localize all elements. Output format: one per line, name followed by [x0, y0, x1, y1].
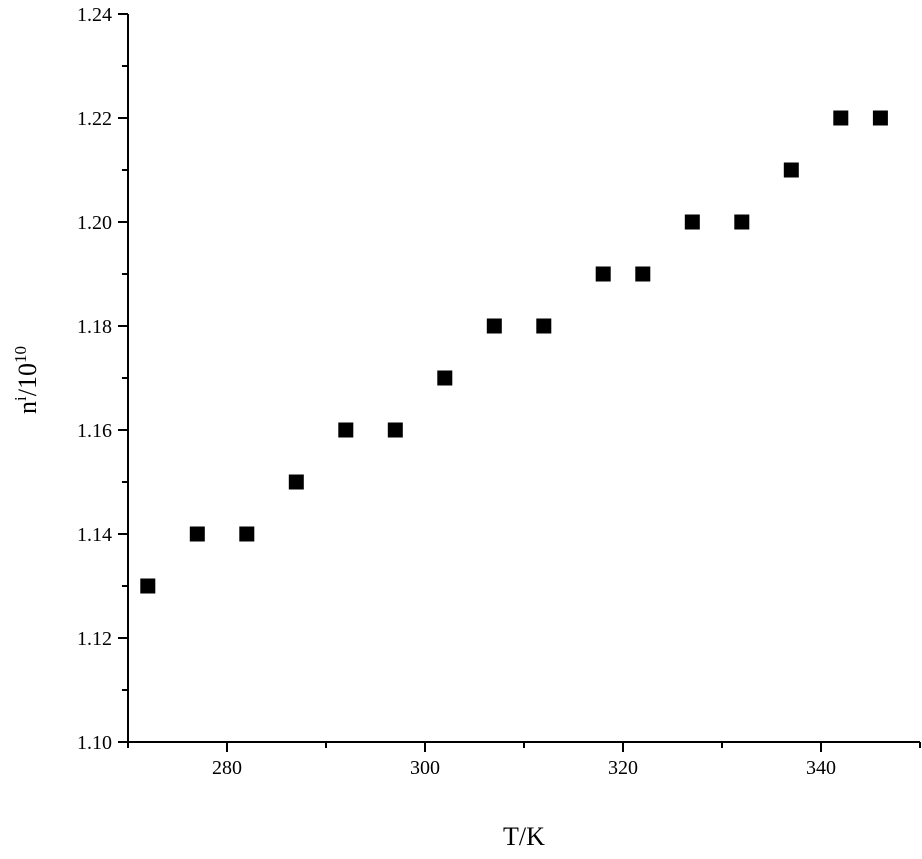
data-point	[338, 422, 354, 438]
y-axis-title-sup1: i	[11, 396, 30, 401]
data-point	[684, 214, 700, 230]
y-axis-title-middle: /10	[13, 363, 42, 396]
data-point	[437, 370, 453, 386]
data-point	[833, 110, 849, 126]
y-axis-title: ni/1010	[11, 346, 42, 414]
data-point	[486, 318, 502, 334]
data-point	[288, 474, 304, 490]
y-tick-label: 1.10	[77, 732, 112, 754]
y-ticks: 1.10 1.12 1.14 1.16 1.18 1.20 1.22 1.24	[77, 4, 128, 754]
y-axis-title-sup2: 10	[11, 346, 30, 363]
x-tick-label: 340	[806, 757, 836, 779]
data-point	[872, 110, 888, 126]
y-tick-label: 1.14	[77, 524, 112, 546]
x-ticks: 280 300 320 340	[127, 742, 921, 779]
x-tick-label: 300	[410, 757, 440, 779]
y-tick-label: 1.16	[77, 420, 112, 442]
data-points	[140, 110, 888, 594]
data-point	[595, 266, 611, 282]
data-point	[734, 214, 750, 230]
data-point	[387, 422, 403, 438]
y-axis-title-base: n	[13, 401, 42, 414]
x-tick-label: 320	[608, 757, 638, 779]
axes	[127, 14, 920, 743]
y-tick-label: 1.24	[77, 4, 112, 26]
data-point	[239, 526, 255, 542]
y-tick-label: 1.12	[77, 628, 112, 650]
data-point	[536, 318, 552, 334]
x-tick-label: 280	[212, 757, 242, 779]
y-tick-label: 1.18	[77, 316, 112, 338]
y-tick-label: 1.20	[77, 212, 112, 234]
x-axis-title: T/K	[503, 822, 545, 851]
data-point	[140, 578, 156, 594]
data-point	[635, 266, 651, 282]
y-tick-label: 1.22	[77, 108, 112, 130]
data-point	[189, 526, 205, 542]
data-point	[783, 162, 799, 178]
